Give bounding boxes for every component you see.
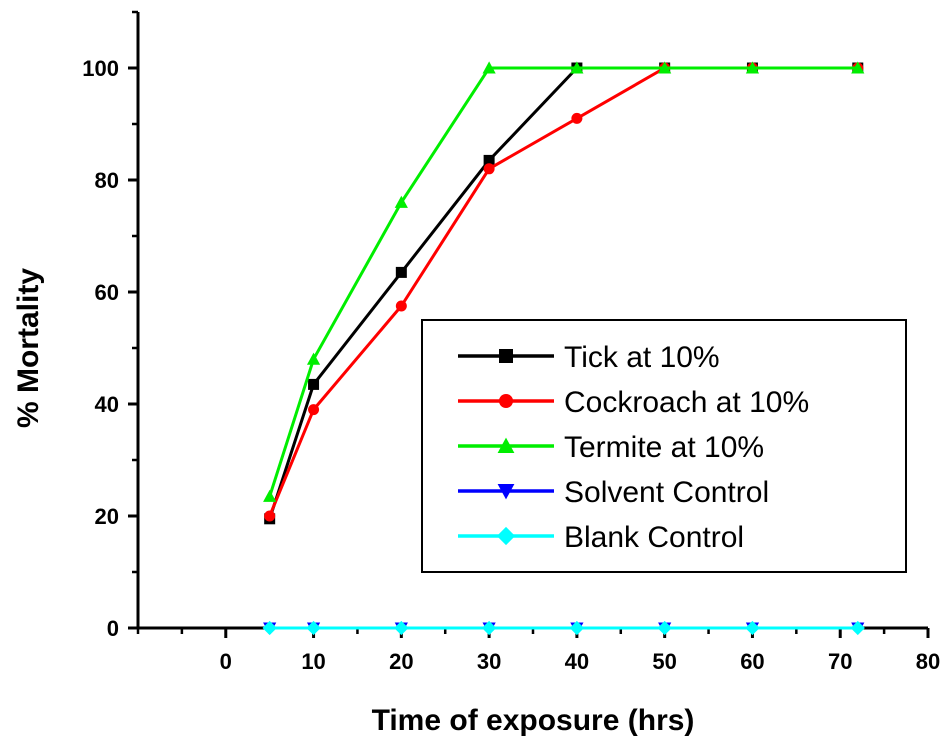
y-tick-label: 80 [95, 168, 119, 193]
data-point [851, 61, 865, 74]
legend-item: Termite at 10% [458, 431, 764, 464]
series-layer [262, 61, 865, 636]
data-point [262, 620, 277, 636]
x-tick-label: 40 [565, 649, 589, 674]
legend: Tick at 10% Cockroach at 10% Termite at 10… [421, 319, 907, 573]
data-point [657, 620, 672, 636]
legend-marker [497, 484, 515, 500]
x-tick-label: 80 [916, 649, 940, 674]
y-tick-label: 60 [95, 280, 119, 305]
legend-marker [499, 394, 513, 408]
data-point [308, 404, 320, 416]
data-point [394, 195, 408, 208]
legend-marker [496, 526, 516, 546]
legend-label: Tick at 10% [564, 341, 720, 374]
data-point [745, 620, 760, 636]
x-tick-label: 30 [477, 649, 501, 674]
series-4 [262, 620, 865, 636]
x-axis-title: Time of exposure (hrs) [372, 704, 695, 737]
series-line [268, 66, 858, 497]
legend-marker [499, 349, 513, 363]
data-point [308, 378, 320, 390]
data-point [570, 61, 584, 74]
x-tick-label: 60 [740, 649, 764, 674]
legend-label: Blank Control [564, 521, 744, 554]
data-point [481, 620, 497, 636]
data-point [745, 61, 760, 74]
y-tick-label: 40 [95, 392, 119, 417]
series-2 [263, 61, 865, 502]
legend-label: Termite at 10% [564, 431, 764, 464]
legend-item: Cockroach at 10% [458, 386, 809, 419]
x-tick-label: 10 [301, 649, 325, 674]
data-point [483, 154, 495, 166]
legend-item: Solvent Control [458, 476, 769, 509]
data-point [306, 352, 321, 365]
legend-label: Cockroach at 10% [564, 386, 809, 419]
data-point [483, 163, 495, 175]
legend-marker [497, 437, 515, 453]
x-tick-label: 20 [389, 649, 413, 674]
legend-item: Tick at 10% [458, 341, 720, 374]
y-axis-title: % Mortality [12, 268, 45, 428]
data-point [395, 300, 407, 312]
x-tick-label: 0 [220, 649, 232, 674]
legend-item: Blank Control [458, 521, 744, 554]
legend-label: Solvent Control [564, 476, 769, 509]
data-point [850, 620, 865, 636]
data-point [394, 620, 409, 636]
data-point [571, 112, 583, 124]
data-point [569, 620, 585, 636]
data-point [264, 510, 276, 522]
data-point [395, 266, 407, 278]
data-point [482, 61, 496, 74]
y-tick-label: 100 [82, 56, 119, 81]
data-point [658, 61, 672, 74]
data-point [306, 620, 321, 636]
y-tick-label: 20 [95, 504, 119, 529]
x-tick-label: 50 [652, 649, 676, 674]
data-point [263, 489, 277, 502]
x-tick-label: 70 [828, 649, 852, 674]
y-tick-label: 0 [107, 616, 119, 641]
